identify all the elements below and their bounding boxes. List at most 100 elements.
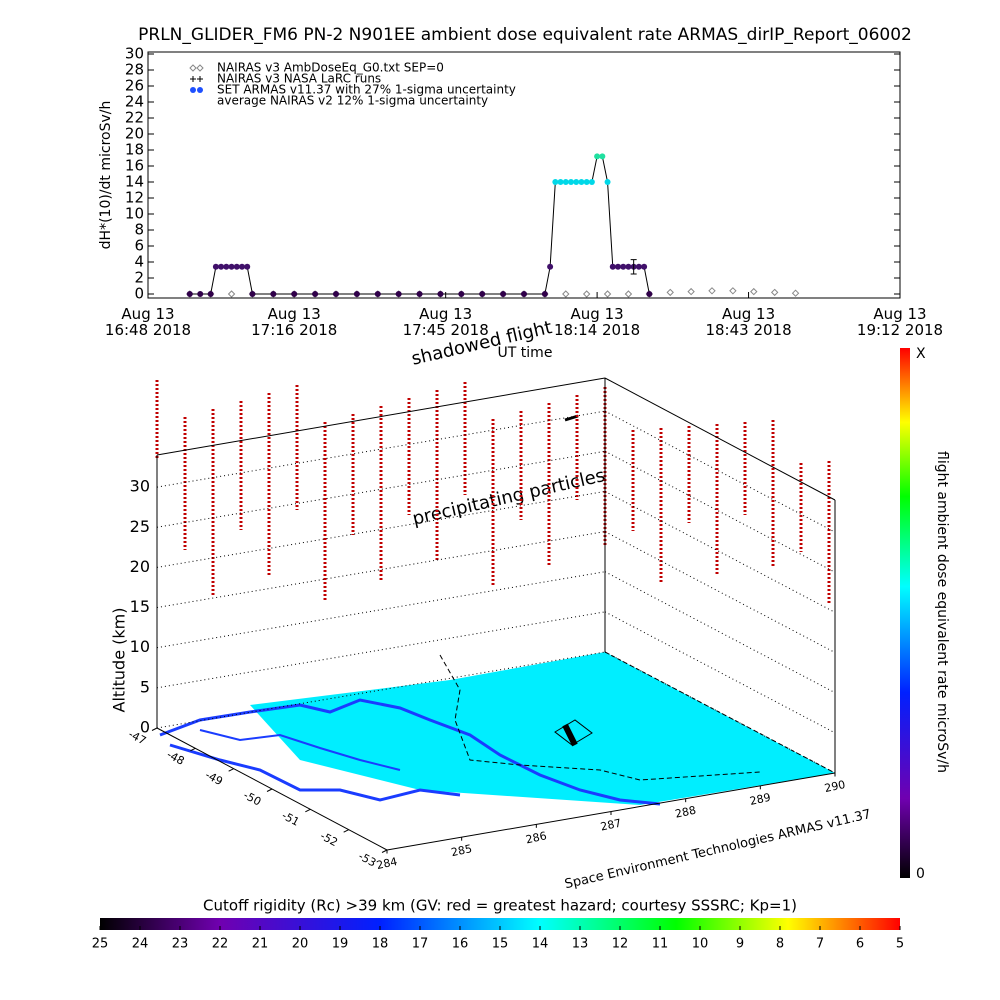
data-point — [604, 179, 611, 185]
data-point — [458, 291, 465, 297]
x-axis-label: UT time — [498, 345, 553, 361]
y-tick-label: 4 — [134, 253, 144, 271]
legend-symbol — [189, 64, 197, 72]
grid-line — [604, 571, 836, 694]
x-tick-label: Aug 13 16:48 2018 — [104, 305, 192, 339]
tick — [343, 829, 349, 833]
data-point — [521, 291, 527, 297]
data-point — [599, 153, 606, 160]
tick-label: 5 — [896, 937, 904, 952]
ground-map — [250, 652, 835, 805]
data-point — [228, 263, 235, 270]
data-point — [395, 291, 402, 297]
tick — [266, 788, 273, 792]
data-point — [500, 291, 507, 297]
data-point — [416, 291, 423, 297]
data-point — [270, 291, 277, 297]
data-point — [588, 179, 595, 185]
tick-label: 14 — [532, 937, 549, 952]
tick-label: 23 — [172, 937, 189, 952]
legend-symbol — [196, 64, 204, 72]
data-point — [666, 288, 674, 297]
data-point — [573, 179, 580, 185]
y-tick-label: 26 — [125, 77, 144, 95]
tick-label: 286 — [525, 829, 548, 846]
data-point — [557, 179, 564, 185]
data-point — [562, 179, 569, 185]
x-tick-label: Aug 13 17:45 2018 — [402, 305, 489, 339]
tick — [190, 747, 196, 752]
altitude-tick-label: 30 — [130, 477, 150, 496]
legend-label: NAIRAS v3 NASA LaRC runs — [217, 72, 381, 86]
tick-label: 288 — [674, 804, 697, 821]
data-point — [353, 291, 360, 297]
altitude-tick-label: 5 — [140, 677, 150, 696]
precipitation-columns — [155, 380, 831, 603]
data-point — [374, 291, 381, 297]
altitude-tick-label: 20 — [130, 557, 150, 576]
data-point — [729, 287, 737, 295]
data-point — [750, 287, 758, 296]
y-tick-label: 12 — [125, 189, 144, 207]
series-line — [189, 155, 650, 295]
legend-label: average NAIRAS v2 12% 1-sigma uncertaint… — [217, 94, 488, 108]
flight-track — [439, 654, 761, 781]
colorbar-title: flight ambient dose equivalent rate micr… — [934, 451, 950, 773]
data-point — [547, 263, 554, 270]
data-point — [223, 263, 230, 270]
coastline — [159, 698, 661, 806]
chart-title: PRLN_GLIDER_FM6 PN-2 N901EE ambient dose… — [138, 25, 912, 45]
aircraft — [562, 723, 578, 747]
y-tick-label: 20 — [125, 125, 144, 143]
altitude-tick-label: 0 — [140, 718, 150, 737]
y-tick-label: 30 — [125, 45, 144, 63]
data-point — [578, 179, 585, 185]
data-point — [620, 263, 627, 270]
y-tick-label: 10 — [125, 205, 144, 223]
data-point — [186, 291, 193, 297]
tick-label: 6 — [856, 937, 864, 952]
data-point — [227, 290, 236, 298]
legend-symbol — [197, 87, 203, 93]
tick-label: 24 — [132, 937, 149, 952]
data-point — [291, 291, 298, 297]
tick-label: -50 — [241, 789, 263, 809]
tick-label: 13 — [572, 937, 589, 952]
data-point — [212, 263, 219, 270]
altitude-tick-label: 25 — [130, 517, 150, 536]
plot-frame — [147, 51, 901, 299]
tick-label: 17 — [412, 937, 429, 952]
x-tick-label: Aug 13 18:14 2018 — [554, 305, 641, 339]
legend-symbol — [190, 87, 196, 93]
tick-label: -48 — [165, 748, 187, 768]
y-tick-label: 14 — [125, 173, 144, 191]
tick-label: 284 — [375, 855, 398, 872]
tick-label: 21 — [252, 937, 269, 952]
data-point — [218, 263, 225, 270]
grid-line — [604, 651, 836, 774]
y-tick-label: 8 — [134, 221, 144, 239]
aircraft — [554, 719, 593, 746]
data-point — [641, 263, 648, 270]
tick-label: 287 — [599, 816, 622, 833]
data-point — [635, 263, 642, 270]
y-tick-label: 28 — [125, 61, 144, 79]
error-bar — [630, 259, 637, 275]
tick — [151, 727, 158, 731]
altitude-label: Altitude (km) — [110, 608, 129, 713]
tick — [305, 808, 311, 813]
legend-label: NAIRAS v3 AmbDoseEq_G0.txt SEP=0 — [217, 61, 444, 75]
tick-label: -49 — [203, 768, 225, 788]
coastline — [199, 729, 401, 771]
data-point — [244, 263, 251, 270]
y-tick-label: 6 — [134, 237, 144, 255]
data-point — [333, 291, 339, 297]
data-point — [479, 291, 486, 297]
tick-label: 285 — [450, 842, 473, 859]
data-point — [770, 288, 779, 297]
data-point — [239, 263, 245, 270]
tick-label: -51 — [280, 809, 302, 829]
annotation: precipitating particles — [411, 465, 607, 530]
tick-label: 15 — [492, 937, 509, 952]
data-point — [615, 263, 621, 270]
